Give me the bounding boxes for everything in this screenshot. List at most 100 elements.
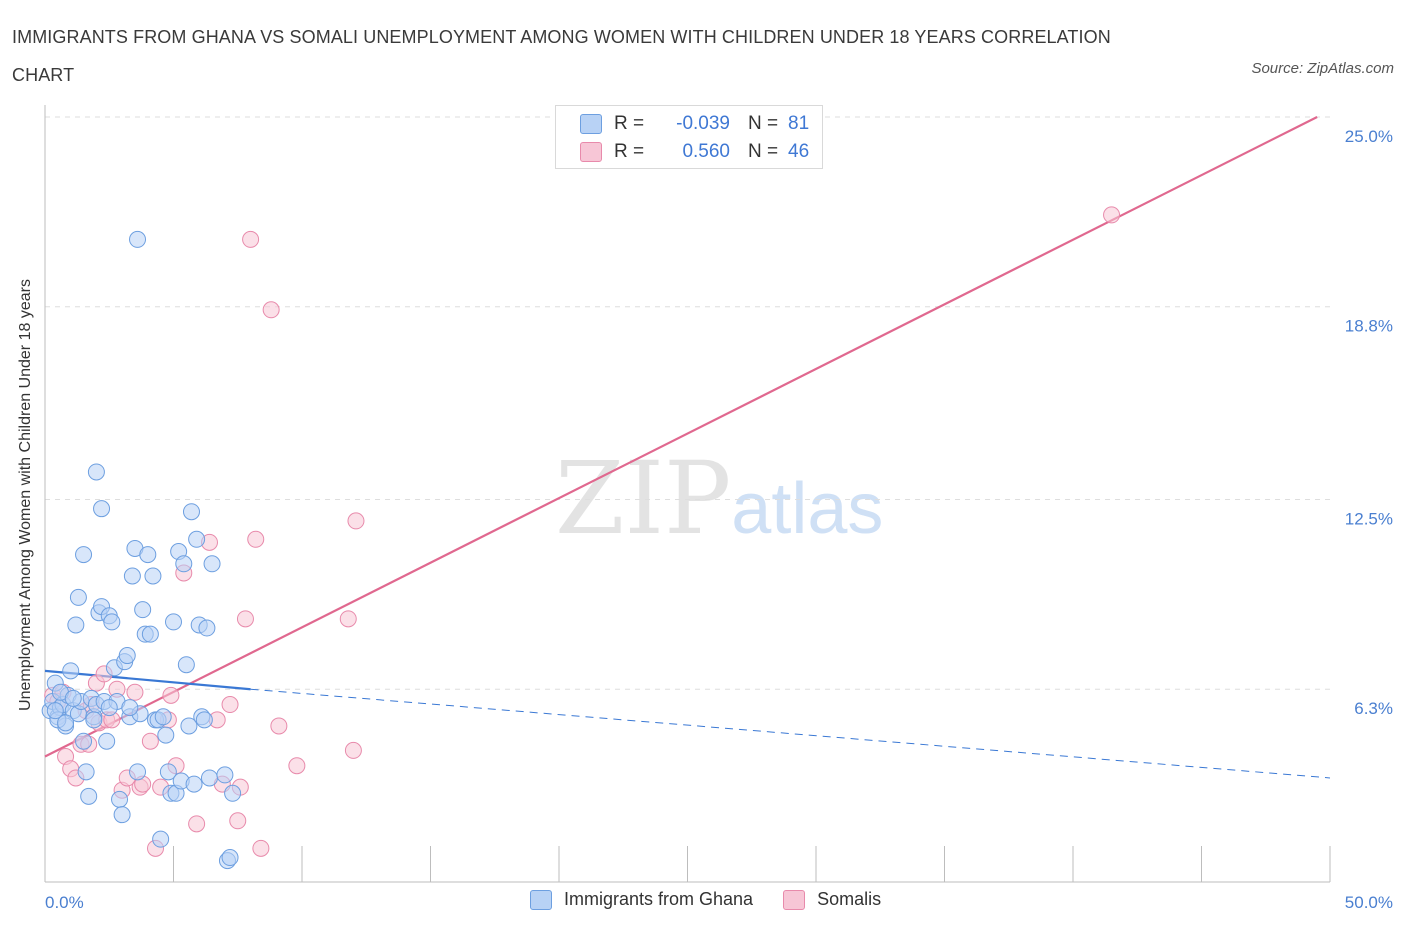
ghana-point <box>198 619 216 637</box>
ghana-point <box>144 567 162 585</box>
ghana-point <box>175 555 193 573</box>
somali-point <box>236 610 254 628</box>
ghana-point <box>134 601 152 619</box>
somali-point <box>347 512 365 530</box>
ghana-point <box>100 699 118 717</box>
ghana-point <box>129 763 147 781</box>
somali-point <box>126 683 144 701</box>
somali-point <box>221 696 239 714</box>
ghana-point <box>200 769 218 787</box>
ghana-point <box>98 732 116 750</box>
watermark-zip: ZIP <box>555 440 732 557</box>
ghana-point <box>182 503 200 521</box>
ghana-point <box>221 849 239 867</box>
ghana-point <box>69 588 87 606</box>
somali-point <box>1103 206 1121 224</box>
ghana-point <box>67 616 85 634</box>
somali-point <box>141 732 159 750</box>
somali-n-value: 46 <box>788 141 810 162</box>
x-tick-label: 50.0% <box>1345 893 1393 912</box>
r-label: R = <box>614 113 645 134</box>
legend-item-ghana: Immigrants from Ghana <box>530 889 753 910</box>
ghana-point <box>87 463 105 481</box>
grid <box>45 116 1330 690</box>
n-label: N = <box>748 113 779 134</box>
trend-lines <box>44 116 1331 779</box>
ghana-point <box>46 702 64 720</box>
ghana-r-value: -0.039 <box>676 113 730 134</box>
somali-point <box>162 686 180 704</box>
n-label: N = <box>748 141 779 162</box>
x-tick-label: 0.0% <box>45 893 84 912</box>
y-tick-label: 18.8% <box>1345 317 1393 336</box>
ghana-point <box>121 699 139 717</box>
axes <box>44 105 1331 883</box>
ghana-point <box>57 714 75 732</box>
y-tick-label: 6.3% <box>1354 699 1393 718</box>
somali-point <box>344 741 362 759</box>
ghana-point <box>152 830 170 848</box>
ghana-point <box>139 546 157 564</box>
somali-point <box>262 301 280 319</box>
ghana-point <box>80 787 98 805</box>
ghana-point <box>216 766 234 784</box>
legend-row-ghana: R = -0.039 N = 81 <box>580 112 809 136</box>
somali-point <box>247 530 265 548</box>
ghana-point <box>165 613 182 631</box>
ghana-point <box>157 726 175 744</box>
ghana-point <box>185 775 203 793</box>
ghana-point <box>93 500 111 518</box>
y-tick-label: 12.5% <box>1345 510 1393 529</box>
ghana-point <box>188 530 206 548</box>
y-tick-label: 25.0% <box>1345 127 1393 146</box>
somali-point <box>339 610 357 628</box>
somali-point <box>188 815 206 833</box>
ghana-point <box>129 230 147 248</box>
ghana-point <box>154 708 172 726</box>
ghana-point <box>85 711 103 729</box>
tick-labels: 6.3% 12.5% 18.8% 25.0% 0.0% 50.0% <box>45 127 1393 912</box>
ghana-point <box>118 647 136 665</box>
ghana-point <box>75 732 93 750</box>
somali-legend-label: Somalis <box>817 889 882 909</box>
legend-row-somali: R = 0.560 N = 46 <box>580 140 809 164</box>
somali-swatch <box>580 142 602 162</box>
ghana-point <box>62 662 80 680</box>
ghana-point <box>64 689 82 707</box>
ghana-point <box>203 555 221 573</box>
correlation-legend: R = -0.039 N = 81 R = 0.560 N = 46 <box>555 105 823 169</box>
watermark: ZIPatlas <box>555 440 883 557</box>
ghana-point <box>113 806 131 824</box>
ghana-n-value: 81 <box>788 113 810 134</box>
somali-point <box>242 230 260 248</box>
somali-trend-line <box>44 116 1318 758</box>
somali-r-value: 0.560 <box>682 141 730 162</box>
ghana-swatch <box>580 114 602 134</box>
ghana-point <box>141 625 159 643</box>
somali-point <box>270 717 288 735</box>
chart-title: IMMIGRANTS FROM GHANA VS SOMALI UNEMPLOY… <box>12 27 1111 85</box>
ghana-point <box>123 567 141 585</box>
r-label: R = <box>614 141 645 162</box>
ghana-point <box>75 546 93 564</box>
ghana-point <box>195 711 213 729</box>
ghana-legend-label: Immigrants from Ghana <box>564 889 754 909</box>
ghana-legend-swatch <box>530 889 552 910</box>
somali-point <box>252 839 270 857</box>
ghana-point <box>159 763 177 781</box>
somali-point <box>288 757 306 775</box>
somali-point <box>229 812 247 830</box>
ghana-point <box>177 656 195 674</box>
watermark-atlas: atlas <box>731 469 884 549</box>
ghana-point <box>111 790 129 808</box>
data-points <box>41 206 1121 870</box>
somali-legend-swatch <box>783 889 806 910</box>
ghana-point <box>224 784 242 802</box>
ghana-trend-line <box>44 669 251 691</box>
ghana-point <box>77 763 95 781</box>
series-legend: Immigrants from Ghana Somalis <box>530 889 911 910</box>
legend-item-somali: Somalis <box>783 889 881 910</box>
ghana-trend-extension <box>250 688 1331 779</box>
ghana-point <box>103 613 121 631</box>
